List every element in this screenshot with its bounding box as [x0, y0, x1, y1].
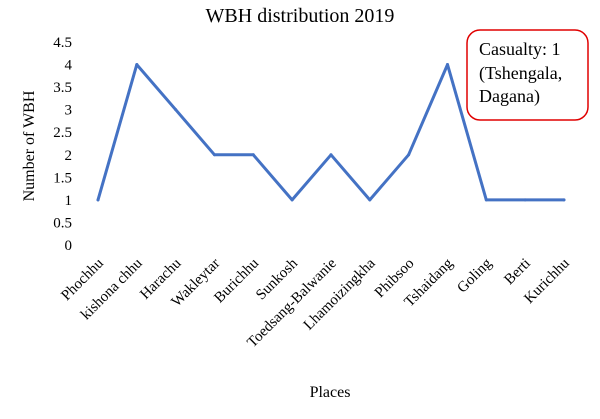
data-point: [212, 153, 216, 157]
data-point: [562, 198, 566, 202]
data-point: [484, 198, 488, 202]
data-point: [523, 198, 527, 202]
data-point: [329, 153, 333, 157]
series-layer: [96, 63, 566, 202]
data-point: [368, 198, 372, 202]
data-point: [290, 198, 294, 202]
callout-line-3: Dagana): [479, 86, 540, 107]
y-tick-label: 3.5: [53, 80, 72, 96]
x-tick-label: Goling: [454, 255, 495, 296]
callout-line-1: Casualty: 1: [479, 39, 561, 59]
data-point: [407, 153, 411, 157]
x-axis-label: Places: [310, 384, 351, 401]
callout-box: [466, 29, 589, 121]
callout-line-2: (Tshengala,: [479, 63, 562, 84]
y-tick-label: 4.5: [53, 35, 72, 51]
y-axis-label: Number of WBH: [21, 90, 38, 201]
data-point: [174, 108, 178, 112]
y-tick-label: 3: [65, 103, 73, 119]
y-tick-label: 0.5: [53, 215, 72, 231]
x-tick-label: Berti: [501, 256, 534, 289]
x-tick-label: Lhamoizingkha: [301, 255, 379, 333]
data-point: [445, 63, 449, 67]
y-tick-label: 2.5: [53, 125, 72, 141]
y-tick-label: 1: [65, 193, 73, 209]
data-point: [135, 63, 139, 67]
y-tick-label: 4: [65, 58, 73, 74]
data-point: [251, 153, 255, 157]
y-tick-label: 2: [65, 148, 73, 164]
casualty-callout: Casualty: 1 (Tshengala, Dagana): [466, 29, 589, 121]
chart-title: WBH distribution 2019: [206, 5, 395, 27]
y-tick-label: 1.5: [53, 170, 72, 186]
y-tick-labels: 0 0.5 1 1.5 2 2.5 3 3.5 4 4.5: [53, 35, 72, 254]
data-point: [96, 198, 100, 202]
y-tick-label: 0: [65, 238, 73, 254]
